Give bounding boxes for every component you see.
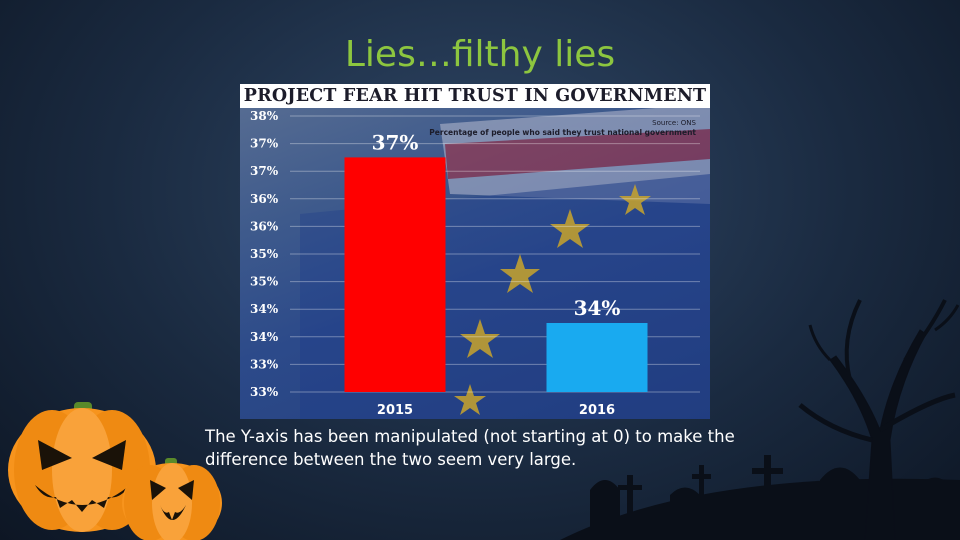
cross-icon: [692, 465, 711, 515]
slide-title: Lies…filthy lies: [344, 34, 616, 75]
y-tick-label: 36%: [250, 192, 279, 206]
data-label-2015: 37%: [372, 130, 419, 154]
chart-source: Source: ONS: [652, 119, 696, 127]
y-axis: 38% 37% 37% 36% 36% 35% 35% 34% 34% 33% 33%: [250, 109, 279, 399]
y-tick-label: 33%: [250, 385, 279, 399]
tombstone-icon: [670, 487, 700, 540]
x-axis: 2015 2016: [377, 403, 615, 418]
chart-plot: 38% 37% 37% 36% 36% 35% 35% 34% 34% 33% 33% 37% 34%…: [250, 104, 710, 419]
cross-icon: [618, 475, 642, 520]
ground-silhouette: [560, 478, 960, 540]
y-tick-label: 34%: [250, 330, 279, 344]
star-icon: [454, 384, 486, 415]
y-tick-label: 35%: [250, 275, 279, 289]
data-label-2016: 34%: [574, 296, 621, 320]
star-icon: [550, 209, 590, 248]
slide-caption: The Y-axis has been manipulated (not sta…: [205, 427, 735, 469]
y-tick-label: 34%: [250, 302, 279, 316]
bars: [344, 157, 648, 392]
y-tick-label: 37%: [250, 137, 279, 151]
tombstone-icon: [920, 477, 950, 540]
tombstone-icon: [590, 480, 620, 540]
star-icon: [460, 319, 500, 358]
star-icon: [500, 254, 540, 293]
chart: 38% 37% 37% 36% 36% 35% 35% 34% 34% 33% 33% 37% 34%…: [240, 84, 710, 419]
bar-2016: [546, 323, 648, 392]
chart-annotation: Percentage of people who said they trust…: [429, 128, 696, 137]
star-icon: [619, 184, 651, 215]
bar-2015: [344, 157, 446, 392]
y-tick-label: 33%: [250, 357, 279, 371]
y-tick-label: 37%: [250, 164, 279, 178]
y-tick-label: 35%: [250, 247, 279, 261]
x-tick-label: 2015: [377, 403, 413, 418]
y-tick-label: 36%: [250, 219, 279, 233]
x-tick-label: 2016: [579, 403, 615, 418]
chart-title: PROJECT FEAR HIT TRUST IN GOVERNMENT: [240, 84, 710, 108]
y-tick-label: 38%: [250, 109, 279, 123]
pumpkin-icon: [8, 402, 156, 532]
star-icons: [454, 184, 651, 415]
data-labels: 37% 34%: [372, 130, 621, 320]
tree-icon: [798, 299, 960, 540]
tombstone-icon: [820, 467, 860, 540]
